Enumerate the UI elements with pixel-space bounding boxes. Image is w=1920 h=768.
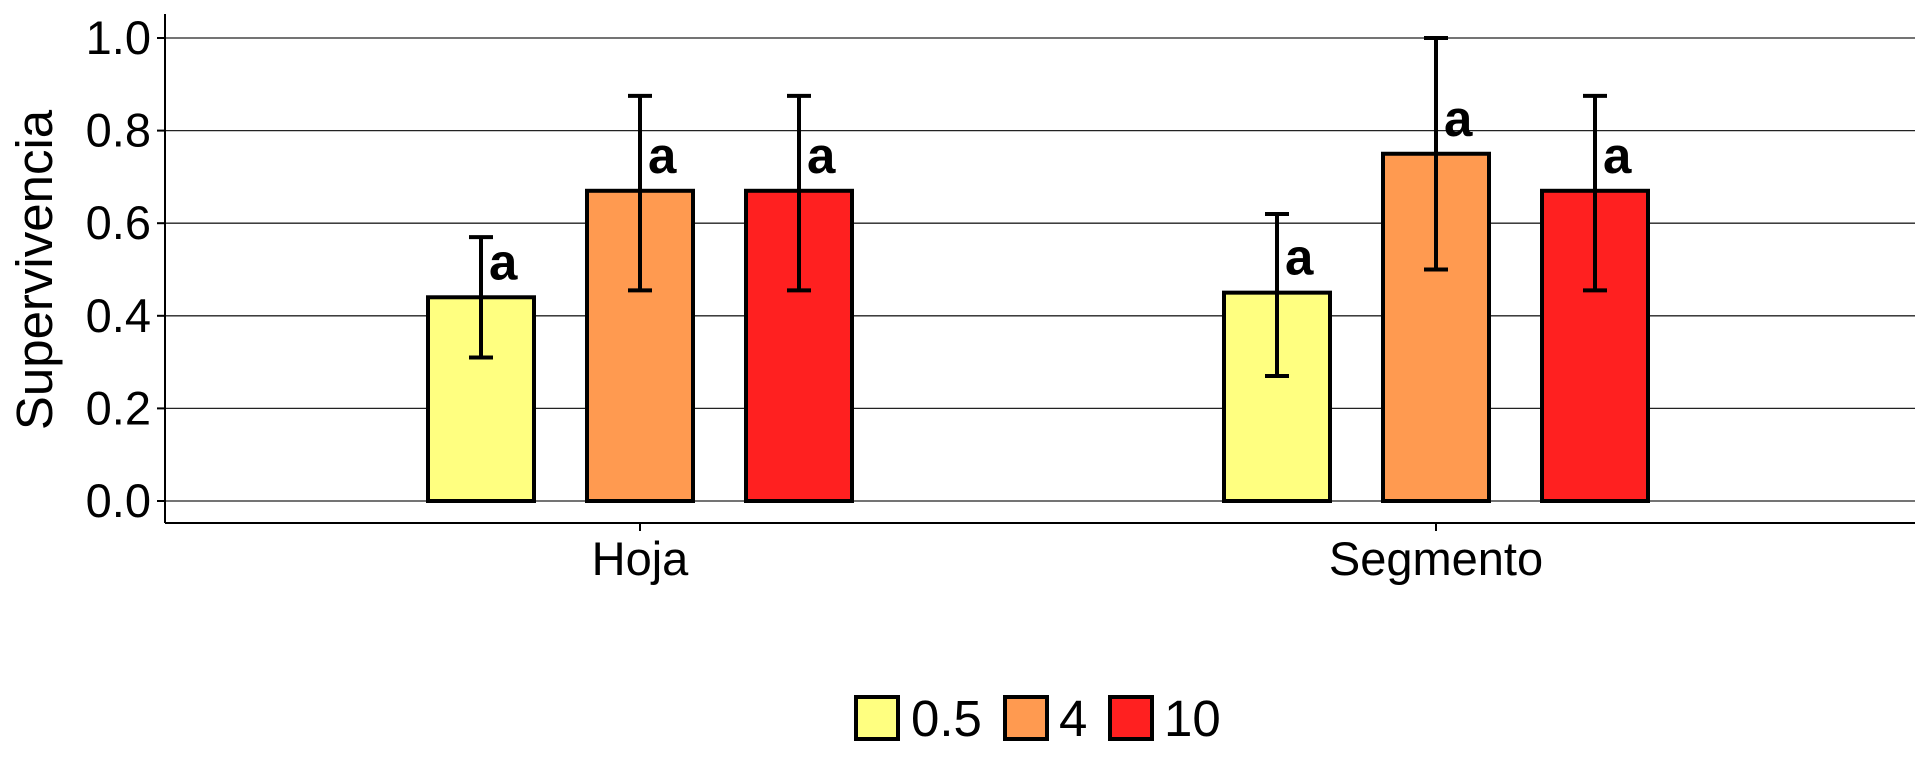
legend-label: 4 [1059, 690, 1087, 747]
legend-key [1003, 695, 1049, 741]
legend-key [1108, 695, 1154, 741]
significance-label: a [807, 127, 836, 184]
axes [164, 14, 1915, 524]
legend: 0.5 4 10 [854, 690, 1221, 747]
y-tick-label: 0.4 [86, 289, 151, 342]
x-tick-labels: Hoja Segmento [592, 523, 1543, 585]
significance-label: a [648, 127, 677, 184]
y-axis-title: Supervivencia [6, 109, 63, 430]
x-tick-label: Segmento [1329, 532, 1543, 585]
bars: a a a a a a [426, 36, 1650, 503]
y-tick-labels: 0.0 0.2 0.4 0.6 0.8 1.0 [86, 11, 165, 527]
significance-label: a [1444, 90, 1473, 147]
significance-label: a [1285, 229, 1314, 286]
y-tick-label: 0.6 [86, 196, 151, 249]
legend-label: 0.5 [911, 690, 982, 747]
legend-key [854, 695, 900, 741]
x-tick-label: Hoja [592, 532, 690, 585]
significance-label: a [489, 233, 518, 290]
legend-label: 10 [1164, 690, 1221, 747]
y-tick-label: 1.0 [86, 11, 151, 64]
y-tick-label: 0.2 [86, 381, 151, 434]
y-tick-label: 0.8 [86, 104, 151, 157]
y-tick-label: 0.0 [86, 474, 151, 527]
significance-label: a [1603, 127, 1632, 184]
